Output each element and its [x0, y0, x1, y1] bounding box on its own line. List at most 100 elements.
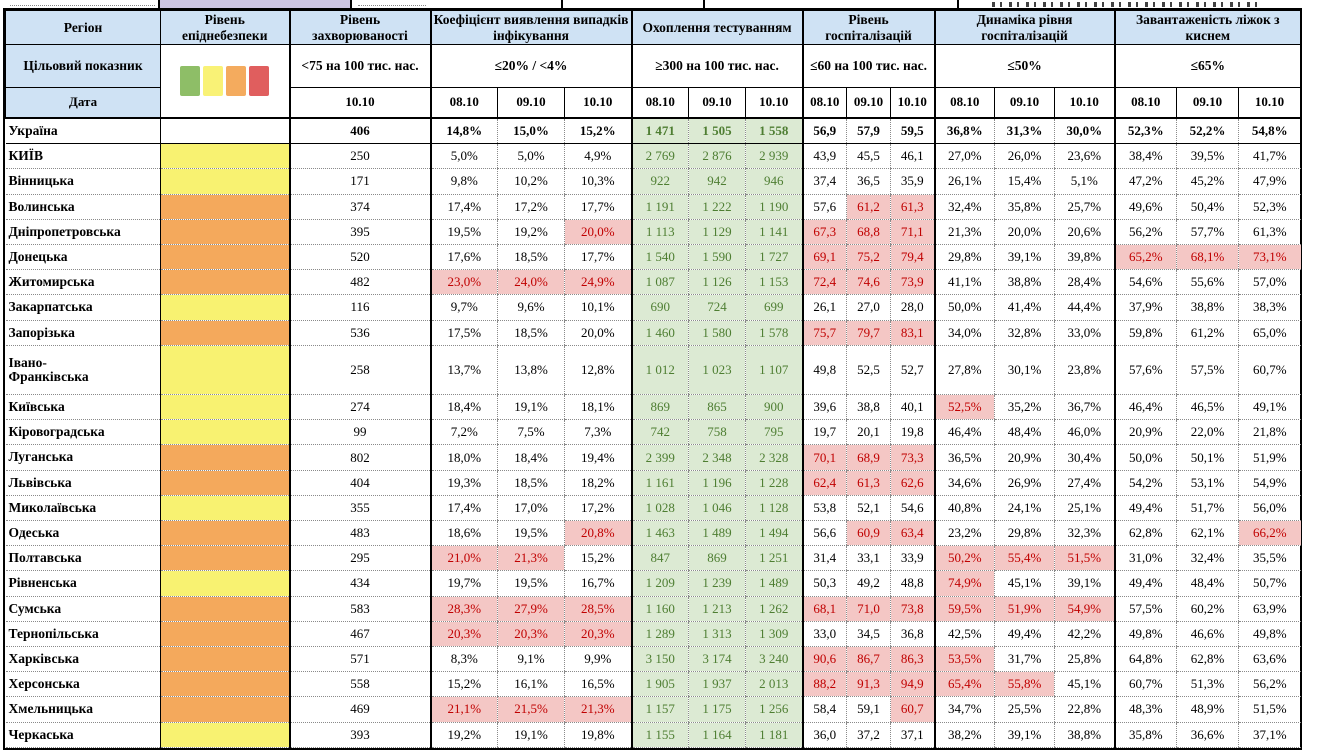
oxygen-value: 51,9% [1238, 444, 1301, 471]
dynamics-value: 65,4% [933, 671, 995, 698]
oxygen-value: 57,6% [1113, 344, 1177, 396]
dynamics-value: 39,1% [1054, 570, 1115, 597]
detection-value: 24,0% [497, 269, 565, 296]
morbidity-value: 571 [288, 645, 431, 673]
detection-value: 19,2% [497, 218, 565, 245]
hospital-value: 35,9 [890, 168, 935, 195]
detection-value: 19,4% [563, 444, 632, 471]
detection-value: 17,7% [563, 243, 632, 271]
hospital-value: 39,6 [801, 394, 847, 421]
testing-value: 795 [745, 419, 803, 446]
testing-value: 758 [688, 419, 746, 446]
oxygen-value: 46,6% [1176, 620, 1239, 647]
testing-value: 1 905 [630, 671, 689, 698]
hospital-value: 70,1 [801, 444, 847, 471]
region-name: Сумська [5, 595, 161, 622]
clipped-border-remnant [957, 0, 959, 8]
detection-value: 8,3% [429, 645, 498, 673]
oxygen-value: 38,3% [1238, 294, 1301, 321]
region-row: Київська 274 18,4% 19,1% 18,1% 869 865 900 39,6 3… [5, 394, 1301, 421]
detection-value: 17,6% [429, 243, 498, 271]
region-row: Черкаська 393 19,2% 19,1% 19,8% 1 155 1 164 1 1… [5, 721, 1301, 748]
dynamics-value: 32,4% [933, 193, 995, 220]
hospital-value: 53,8 [801, 494, 847, 522]
hospital-value: 62,4 [801, 469, 847, 496]
oxygen-value: 49,4% [1113, 570, 1177, 597]
dynamics-value: 44,4% [1054, 294, 1115, 321]
dynamics-value: 25,5% [994, 696, 1055, 723]
dynamics-value: 30,4% [1054, 444, 1115, 471]
hospital-value: 67,3 [801, 218, 847, 245]
header-row-groups: Регіон Рівень епіднебезпеки Рівень захво… [5, 10, 1302, 45]
dynamics-value: 23,6% [1054, 143, 1115, 170]
col-header-testing-coverage: Охоплення тестуванням [630, 10, 804, 45]
hospital-value: 94,9 [890, 671, 935, 698]
hospital-value: 62,6 [890, 469, 935, 496]
hospital-value: 52,7 [890, 344, 935, 396]
detection-value: 4,9% [563, 143, 632, 170]
hospital-value: 75,7 [801, 319, 847, 346]
testing-value: 1 126 [688, 269, 746, 296]
hospital-value: 19,8 [890, 419, 935, 446]
col-header-hospitalization-level: Рівень госпіталізацій [801, 10, 936, 45]
dynamics-value: 28,4% [1054, 269, 1115, 296]
detection-value: 19,7% [429, 570, 498, 597]
morbidity-target: <75 на 100 тис. нас. [288, 44, 431, 88]
clipped-border-remnant [561, 0, 563, 8]
dynamics-value: 30,1% [994, 344, 1055, 396]
dynamics-value: 36,8% [933, 117, 995, 145]
morbidity-value: 469 [288, 696, 431, 723]
oxygen-value: 50,4% [1176, 193, 1239, 220]
danger-level-cell [160, 193, 290, 220]
testing-value: 1 155 [630, 721, 689, 748]
dynamics-value: 40,8% [933, 494, 995, 522]
testing-value: 869 [630, 394, 689, 421]
data-table: Регіон Рівень епіднебезпеки Рівень захво… [5, 10, 1302, 748]
oxygen-value: 53,1% [1176, 469, 1239, 496]
clipped-cell-remnant [10, 5, 155, 6]
clipped-cell-remnant [358, 5, 426, 6]
detection-value: 20,0% [563, 319, 632, 346]
region-name: Україна [5, 117, 161, 145]
hospital-value: 71,0 [846, 595, 891, 622]
detection-value: 9,1% [497, 645, 565, 673]
dynamics-value: 42,5% [933, 620, 995, 647]
date-cell: 08.10 [429, 87, 498, 119]
region-name: Дніпропетровська [5, 218, 161, 245]
dynamics-value: 24,1% [994, 494, 1055, 522]
detection-value: 17,2% [497, 193, 565, 220]
testing-value: 1 012 [630, 344, 689, 396]
testing-value: 1 937 [688, 671, 746, 698]
region-row: Вінницька 171 9,8% 10,2% 10,3% 922 942 946 37,4 3… [5, 168, 1301, 195]
hospital-value: 88,2 [801, 671, 847, 698]
oxygen-value: 51,5% [1238, 696, 1301, 723]
oxygen-value: 57,0% [1238, 269, 1301, 296]
dynamics-target: ≤50% [933, 44, 1116, 88]
detection-value: 14,8% [429, 117, 498, 145]
region-name: КИЇВ [5, 143, 161, 170]
detection-value: 17,5% [429, 319, 498, 346]
detection-value: 9,6% [497, 294, 565, 321]
testing-value: 1 160 [630, 595, 689, 622]
hospital-value: 83,1 [890, 319, 935, 346]
hospital-value: 20,1 [846, 419, 891, 446]
date-cell: 10.10 [1054, 87, 1116, 119]
detection-value: 19,8% [563, 721, 632, 748]
region-row: Донецька 520 17,6% 18,5% 17,7% 1 540 1 590 1 72… [5, 243, 1301, 271]
morbidity-value: 583 [288, 595, 431, 622]
clipped-title-text-remnant [992, 2, 1260, 7]
detection-value: 20,3% [429, 620, 498, 647]
col-header-detection-coefficient: Коефіцієнт виявлення випадків інфікуванн… [429, 10, 633, 45]
testing-value: 1 309 [745, 620, 803, 647]
hospital-value: 37,1 [890, 721, 935, 748]
oxygen-value: 32,4% [1176, 545, 1239, 572]
dynamics-value: 33,0% [1054, 319, 1115, 346]
region-row: Україна 406 14,8% 15,0% 15,2% 1 471 1 505 1 558… [5, 117, 1301, 145]
testing-value: 1 141 [745, 218, 803, 245]
testing-value: 1 463 [630, 520, 689, 547]
dynamics-value: 32,3% [1054, 520, 1115, 547]
morbidity-date: 10.10 [288, 87, 431, 119]
detection-value: 16,7% [563, 570, 632, 597]
danger-level-cell [160, 243, 290, 271]
oxygen-value: 57,7% [1176, 218, 1239, 245]
